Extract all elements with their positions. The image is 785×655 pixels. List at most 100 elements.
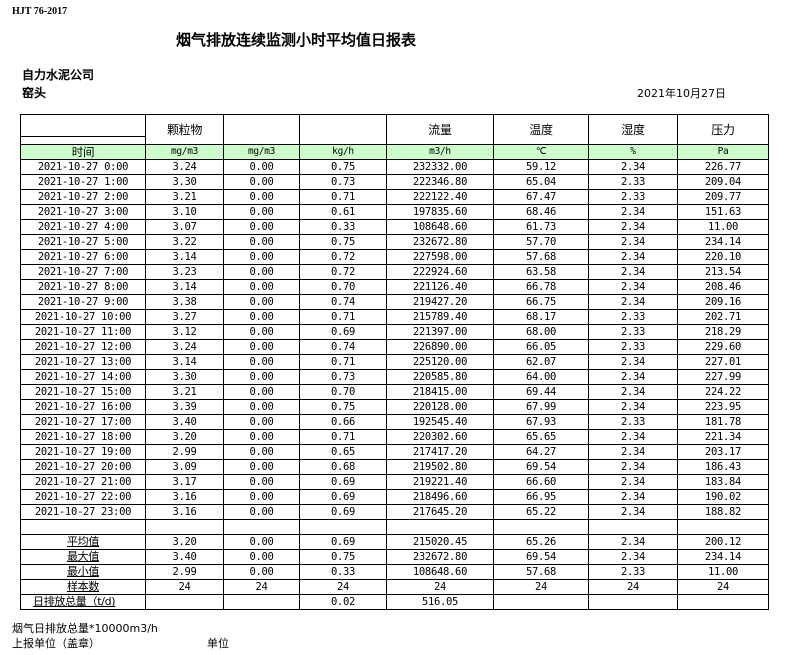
row-label-cell: 2021-10-27 18:00 [20,429,146,445]
table-cell: 220128.00 [386,399,494,415]
table-cell: 200.12 [677,534,769,550]
table-cell: 0.75 [299,234,387,250]
row-label-cell: 2021-10-27 17:00 [20,414,146,430]
table-cell: 0.71 [299,354,387,370]
table-cell: 0.66 [299,414,387,430]
row-label-cell: 2021-10-27 9:00 [20,294,146,310]
table-cell: 66.95 [493,489,589,505]
table-cell: 183.84 [677,474,769,490]
table-cell: 0.75 [299,159,387,175]
site-name: 窑头 [22,86,47,100]
stats-row: 日排放总量（t/d) 0.02 516.05 [20,594,769,610]
table-cell: 0.00 [223,249,300,265]
table-cell: 湿度 [588,114,678,145]
table-cell: 232672.80 [386,234,494,250]
table-cell: % [588,144,678,160]
table-cell [145,519,224,535]
row-label-cell: 2021-10-27 21:00 [20,474,146,490]
row-label-cell: 2021-10-27 15:00 [20,384,146,400]
table-cell: 24 [145,579,224,595]
table-cell: 0.00 [223,219,300,235]
table-cell [493,519,589,535]
table-cell: 2.34 [588,429,678,445]
table-cell [677,519,769,535]
table-cell: 0.00 [223,234,300,250]
table-cell: 2.34 [588,369,678,385]
blank-row [20,519,769,535]
table-cell: 203.17 [677,444,769,460]
table-cell: 65.04 [493,174,589,190]
table-cell: 24 [588,579,678,595]
table-cell: 3.20 [145,534,224,550]
table-row: 2021-10-27 19:00 2.99 0.00 0.65 217417.20 64.… [20,444,769,460]
table-cell: 11.00 [677,564,769,580]
table-row: 2021-10-27 8:00 3.14 0.00 0.70 221126.40 66.7… [20,279,769,295]
table-cell: 108648.60 [386,564,494,580]
table-cell: 3.16 [145,489,224,505]
table-row: 2021-10-27 7:00 3.23 0.00 0.72 222924.60 63.5… [20,264,769,280]
row-label-cell: 2021-10-27 12:00 [20,339,146,355]
table-cell: 0.33 [299,564,387,580]
standard-code: HJT 76-2017 [12,6,68,17]
table-cell: 221397.00 [386,324,494,340]
stats-row: 最大值 3.40 0.00 0.75 232672.80 69.54 2.34 234.14 [20,549,769,565]
table-cell [677,594,769,610]
table-cell: 3.10 [145,204,224,220]
table-row: 2021-10-27 18:00 3.20 0.00 0.71 220302.60 65.… [20,429,769,445]
table-cell: 2.33 [588,309,678,325]
table-cell: 2.33 [588,174,678,190]
table-cell: 0.00 [223,489,300,505]
table-cell: 68.00 [493,324,589,340]
table-cell: 3.40 [145,549,224,565]
table-cell: 69.54 [493,459,589,475]
table-cell: 219221.40 [386,474,494,490]
table-cell: ℃ [493,144,589,160]
table-cell: 68.46 [493,204,589,220]
row-label-cell: 2021-10-27 0:00 [20,159,146,175]
table-cell [588,594,678,610]
table-cell: 24 [299,579,387,595]
table-cell: m3/h [386,144,494,160]
table-cell: 2.34 [588,279,678,295]
report-title: 烟气排放连续监测小时平均值日报表 [176,31,417,49]
row-label-cell: 2021-10-27 1:00 [20,174,146,190]
table-cell: 0.00 [223,339,300,355]
table-cell: 2.34 [588,474,678,490]
table-cell: 3.40 [145,414,224,430]
table-cell: Pa [677,144,769,160]
table-cell: 0.74 [299,294,387,310]
table-cell: 151.63 [677,204,769,220]
table-cell: 0.75 [299,399,387,415]
table-cell: 3.20 [145,429,224,445]
table-cell: 24 [677,579,769,595]
table-cell: 186.43 [677,459,769,475]
report-table: 颗粒物 流量 温度 湿度 压力 时间 mg/m3 mg/m3 kg/h m3/h ℃% Pa 2021-… [20,114,769,610]
table-row: 2021-10-27 16:00 3.39 0.00 0.75 220128.00 67.… [20,399,769,415]
table-cell: 0.73 [299,369,387,385]
table-cell: 24 [386,579,494,595]
table-cell: 65.65 [493,429,589,445]
header-row: 颗粒物 流量 温度 湿度 压力 [20,114,769,145]
table-cell: 流量 [386,114,494,145]
table-cell: 0.00 [223,384,300,400]
table-cell: 0.00 [223,399,300,415]
row-label-cell: 2021-10-27 5:00 [20,234,146,250]
table-cell: 222346.80 [386,174,494,190]
row-label-cell: 2021-10-27 3:00 [20,204,146,220]
table-row: 2021-10-27 0:00 3.24 0.00 0.75 232332.00 59.1… [20,159,769,175]
table-cell [145,594,224,610]
table-cell: 3.23 [145,264,224,280]
table-cell: 11.00 [677,219,769,235]
table-cell: 0.00 [223,309,300,325]
table-cell: 217645.20 [386,504,494,520]
table-cell: 0.02 [299,594,387,610]
table-cell: 3.39 [145,399,224,415]
table-cell: 209.04 [677,174,769,190]
row-label-cell: 样本数 [20,579,146,595]
table-cell: 197835.60 [386,204,494,220]
table-row: 2021-10-27 22:00 3.16 0.00 0.69 218496.60 66.… [20,489,769,505]
table-cell: 0.71 [299,429,387,445]
table-cell: 2.34 [588,399,678,415]
row-label-cell: 日排放总量（t/d) [20,594,146,610]
table-cell: 0.00 [223,369,300,385]
